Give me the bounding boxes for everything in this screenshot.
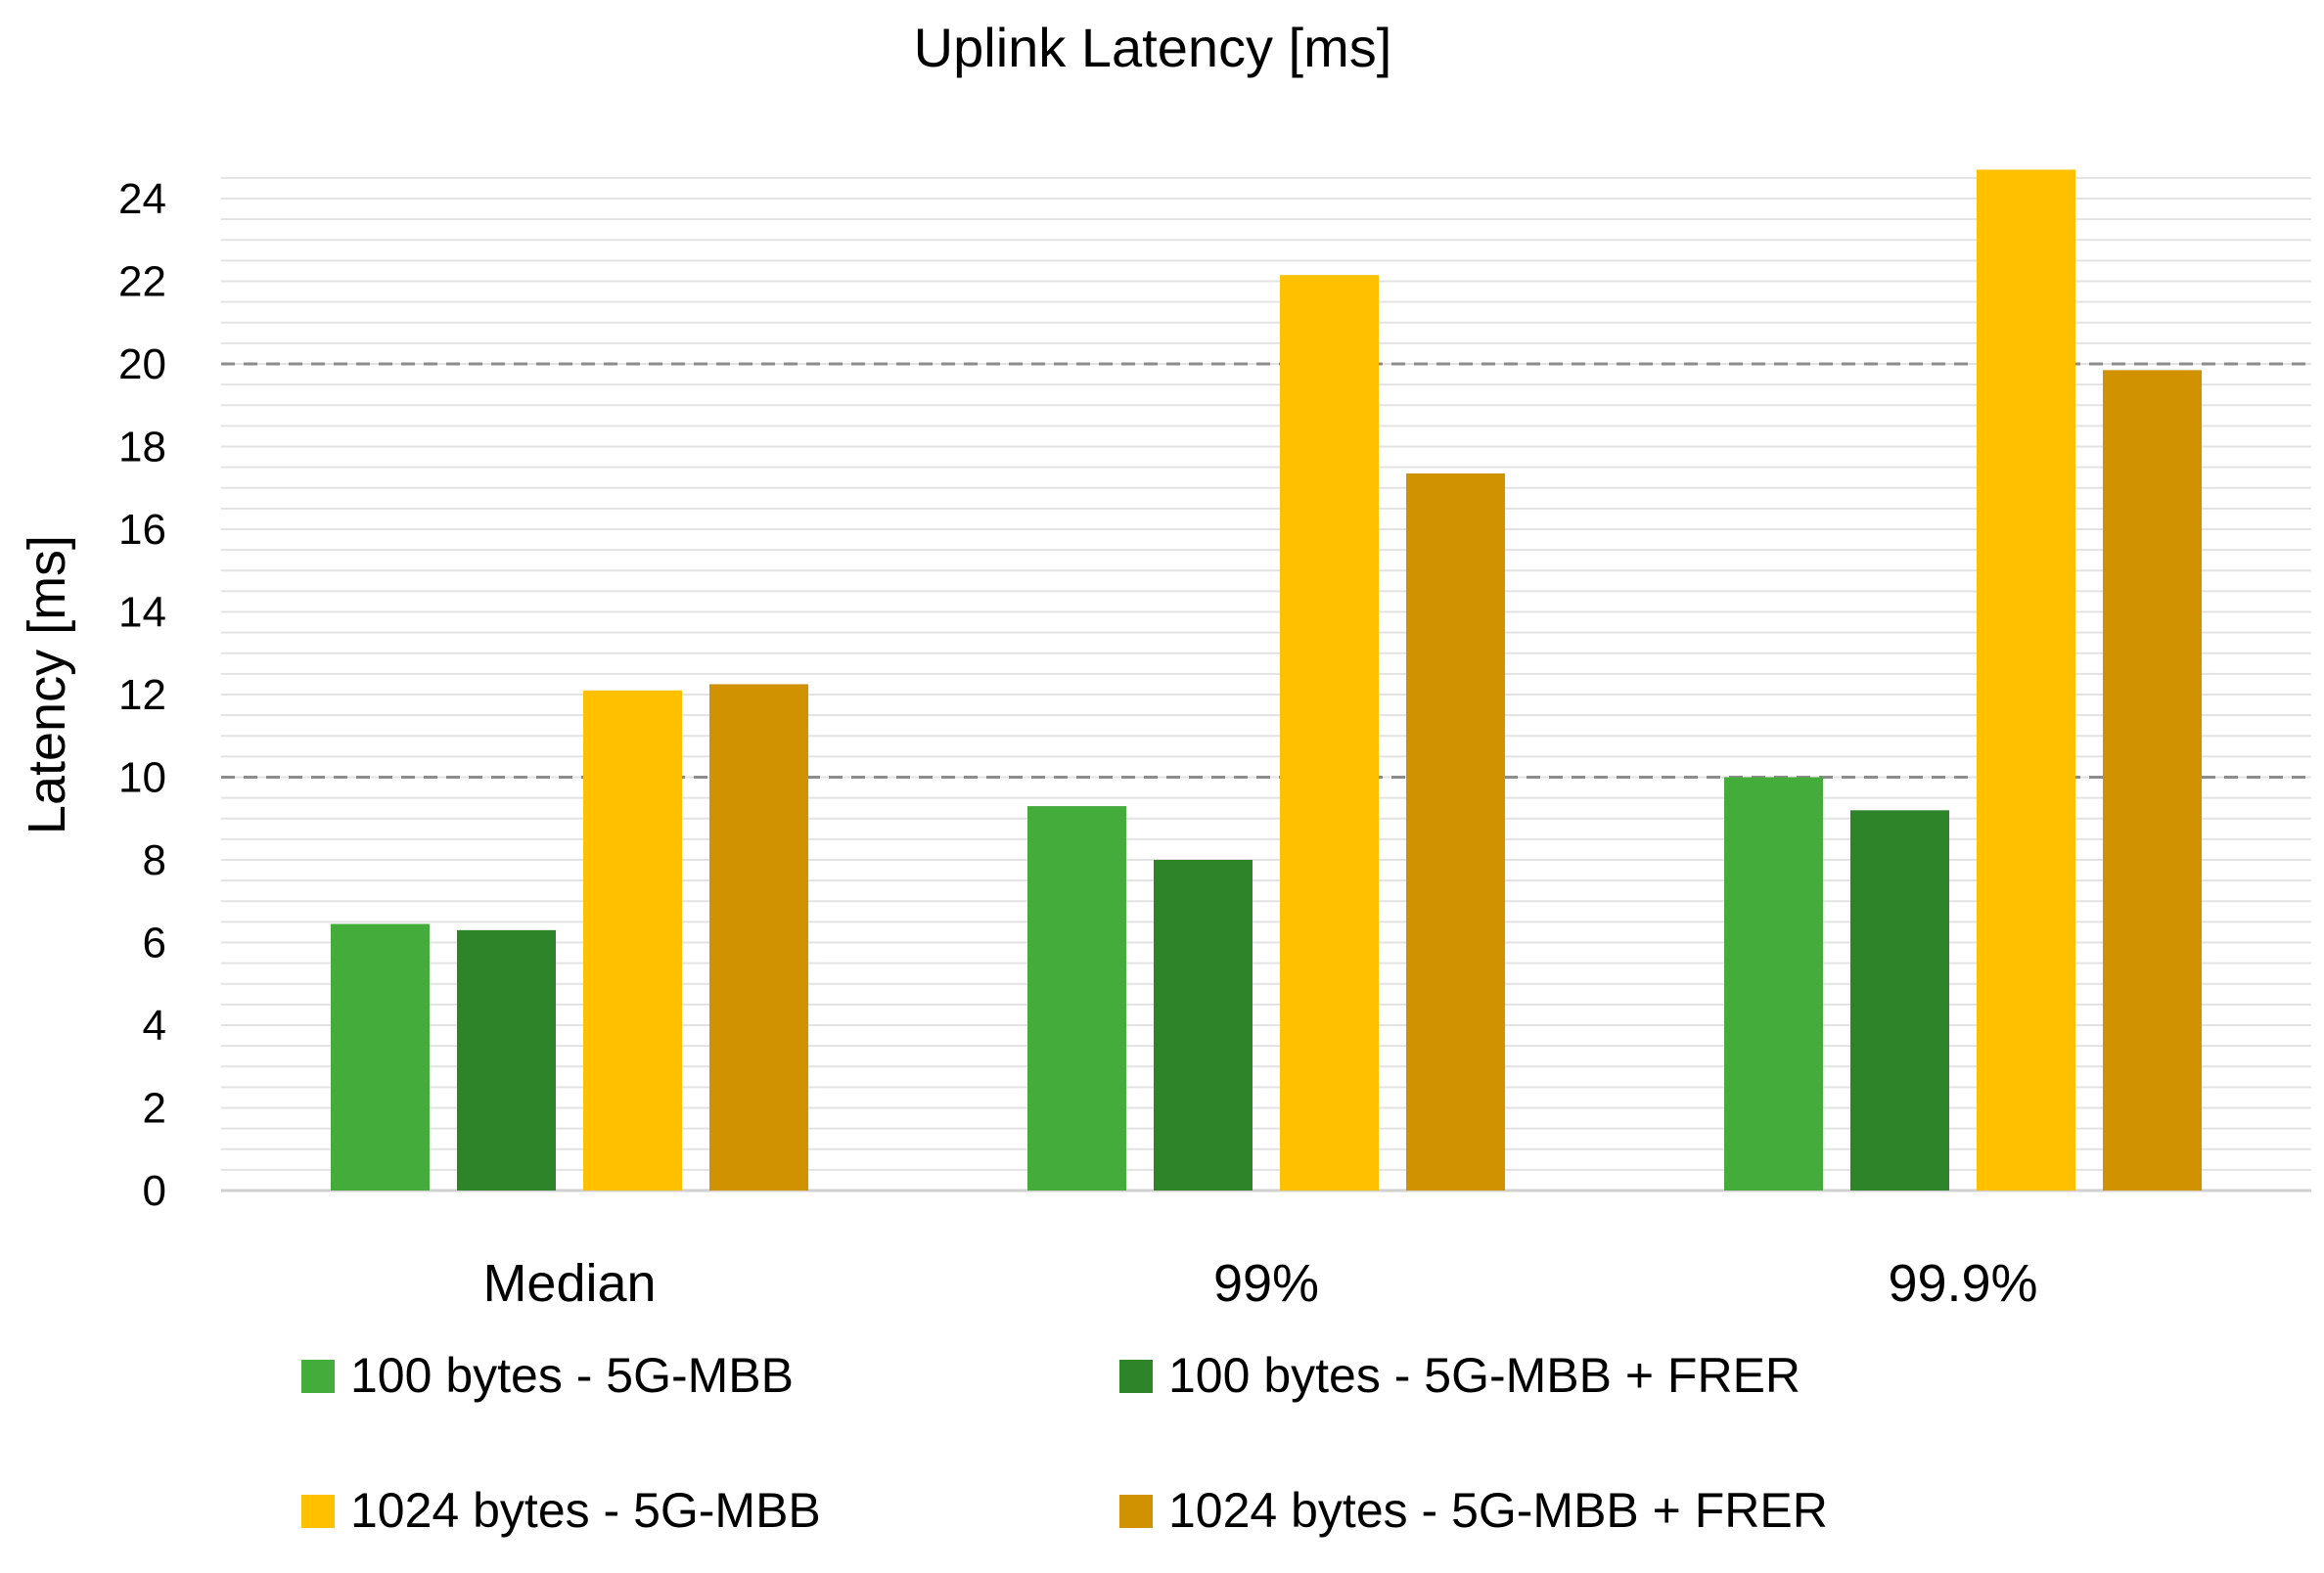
- bar: [1027, 806, 1126, 1191]
- reference-lines: [221, 362, 2311, 780]
- y-tick-label: 2: [143, 1085, 166, 1133]
- y-tick-label: 8: [143, 836, 166, 884]
- chart-title: Uplink Latency [ms]: [914, 17, 1392, 78]
- legend-label: 100 bytes - 5G-MBB + FRER: [1168, 1348, 1800, 1403]
- y-tick-label: 18: [118, 424, 166, 472]
- category-label: 99.9%: [1888, 1254, 2037, 1313]
- bar: [1724, 777, 1823, 1191]
- bar: [709, 684, 808, 1191]
- bar: [1977, 169, 2075, 1191]
- bar: [1406, 472, 1505, 1191]
- y-tick-label: 22: [118, 258, 166, 306]
- y-tick-label: 14: [118, 589, 166, 637]
- y-tick-label: 6: [143, 920, 166, 967]
- legend-swatch: [1119, 1495, 1153, 1528]
- bar: [1280, 275, 1379, 1191]
- legend-swatch: [301, 1360, 335, 1393]
- category-label: Median: [482, 1254, 656, 1313]
- y-axis-label: Latency [ms]: [18, 535, 76, 834]
- category-label: 99%: [1213, 1254, 1319, 1313]
- y-tick-label: 10: [118, 754, 166, 802]
- category-labels: Median 99% 99.9%: [482, 1254, 2037, 1313]
- legend: 100 bytes - 5G-MBB 100 bytes - 5G-MBB + F…: [301, 1348, 1828, 1538]
- bars: [331, 169, 2202, 1191]
- bar: [1154, 860, 1253, 1191]
- bar: [2103, 370, 2202, 1191]
- y-tick-label: 16: [118, 506, 166, 554]
- legend-label: 100 bytes - 5G-MBB: [350, 1348, 794, 1403]
- bar: [331, 923, 430, 1191]
- legend-label: 1024 bytes - 5G-MBB: [350, 1483, 821, 1538]
- legend-label: 1024 bytes - 5G-MBB + FRER: [1168, 1483, 1828, 1538]
- y-tick-label: 20: [118, 340, 166, 388]
- gridlines: [221, 176, 2311, 1192]
- legend-swatch: [301, 1495, 335, 1528]
- y-tick-label: 4: [143, 1002, 166, 1050]
- y-tick-label: 24: [118, 175, 166, 223]
- y-tick-label: 12: [118, 671, 166, 719]
- bar: [457, 929, 556, 1191]
- y-tick-label: 0: [143, 1167, 166, 1215]
- bar: [583, 690, 682, 1191]
- legend-swatch: [1119, 1360, 1153, 1393]
- bar: [1850, 810, 1949, 1191]
